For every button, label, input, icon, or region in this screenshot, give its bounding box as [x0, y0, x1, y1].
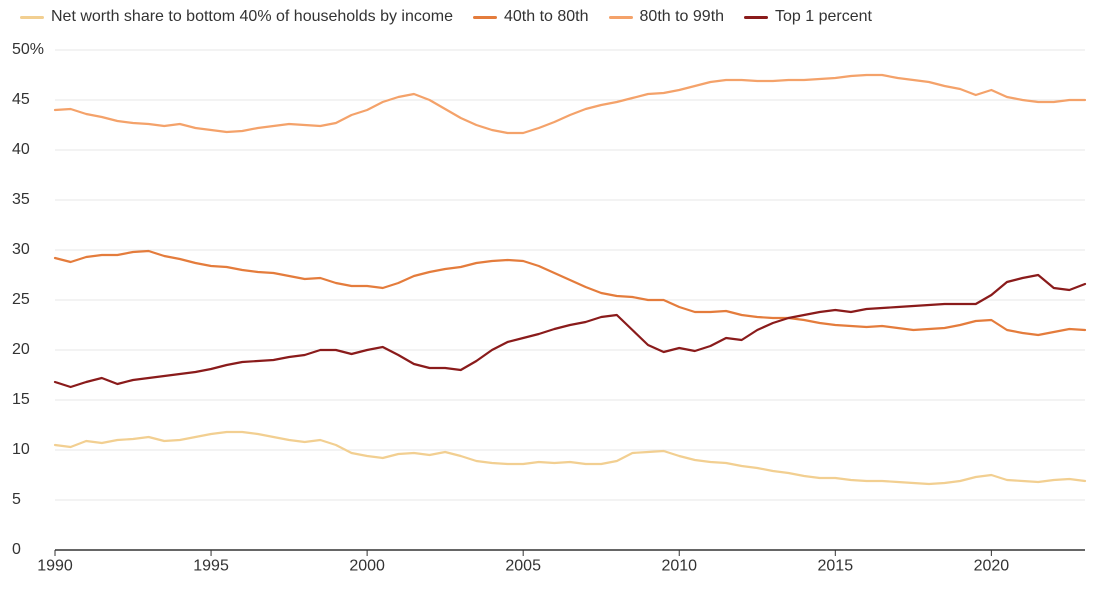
- x-tick-label: 2015: [818, 557, 854, 574]
- y-tick-label: 20: [12, 341, 30, 358]
- x-tick-label: 1990: [37, 557, 73, 574]
- series-top-1: [55, 275, 1085, 387]
- series-bottom-40: [55, 432, 1085, 484]
- series-40-to-80: [55, 251, 1085, 335]
- y-tick-label: 25: [12, 291, 30, 308]
- series-80-to-99: [55, 75, 1085, 133]
- y-tick-label: 5: [12, 491, 21, 508]
- y-tick-label: 40: [12, 141, 30, 158]
- x-tick-label: 2010: [661, 557, 697, 574]
- x-tick-label: 2020: [974, 557, 1010, 574]
- x-tick-label: 1995: [193, 557, 229, 574]
- y-tick-label: 50%: [12, 41, 44, 58]
- y-tick-label: 30: [12, 241, 30, 258]
- y-tick-label: 45: [12, 91, 30, 108]
- y-tick-label: 35: [12, 191, 30, 208]
- net-worth-share-chart: Net worth share to bottom 40% of househo…: [0, 0, 1101, 589]
- x-tick-label: 2005: [505, 557, 541, 574]
- y-tick-label: 10: [12, 441, 30, 458]
- plot-svg: 0 5 10 15 20 25 30 35 40 45 50% 1990 1995 2000 2005 201…: [0, 0, 1101, 589]
- y-tick-label: 0: [12, 541, 21, 558]
- x-tick-label: 2000: [349, 557, 385, 574]
- y-tick-label: 15: [12, 391, 30, 408]
